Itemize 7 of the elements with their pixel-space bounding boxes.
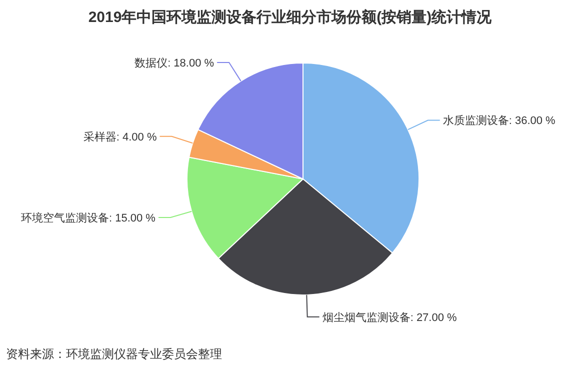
text: 资料来源：环境监测仪器专业委员会整理 <box>6 347 222 361</box>
slice-label: 数据仪: 18.00 % <box>134 57 214 70</box>
slice-label: 烟尘烟气监测设备: 27.00 % <box>322 310 458 324</box>
slice-label: 环境空气监测设备: 15.00 % <box>20 212 156 224</box>
chart-title: 2019年中国环境监测设备行业细分市场份额(按销量)统计情况 <box>88 8 493 26</box>
slice-label: 采样器: 4.00 % <box>83 130 157 144</box>
slice-label: 水质监测设备: 36.00 % <box>442 114 556 128</box>
